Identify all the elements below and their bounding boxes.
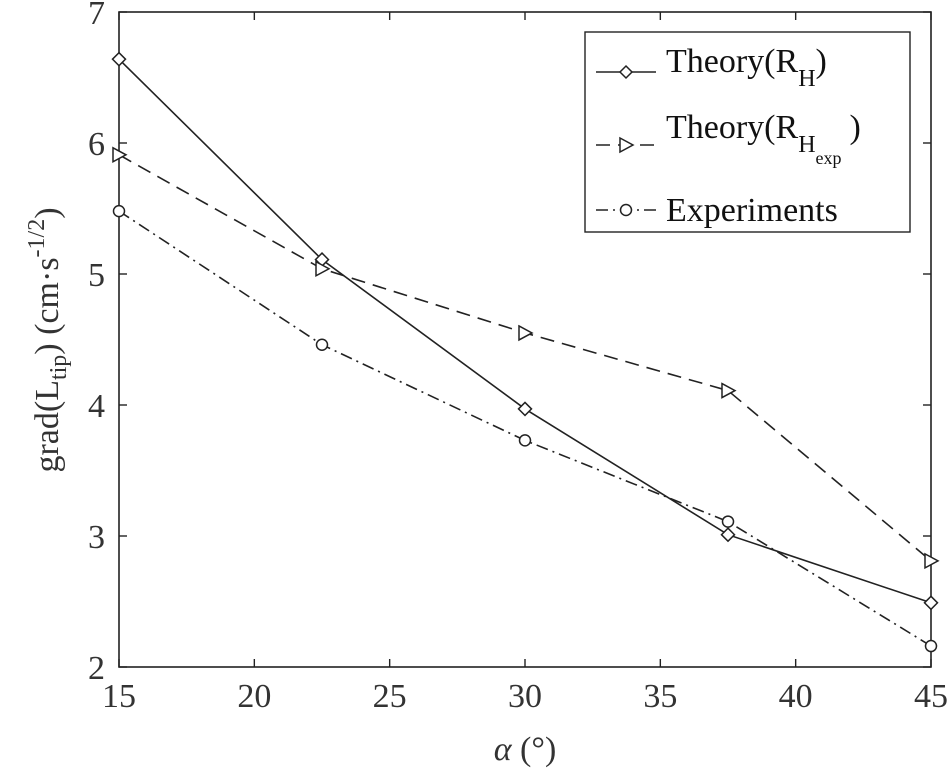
data-point (315, 260, 331, 278)
legend-label-close: ) (850, 109, 861, 146)
x-tick-label: 45 (914, 678, 948, 715)
x-axis-unit: (°) (512, 731, 557, 768)
series-diamond (111, 51, 939, 611)
x-tick-label: 15 (102, 678, 136, 715)
x-tick-label: 35 (643, 678, 677, 715)
x-axis-title: α (°) (494, 731, 557, 768)
data-point (518, 434, 532, 447)
legend: Theory(RH) Theory(RHexp) Experiments (584, 31, 911, 233)
data-point (518, 324, 534, 342)
y-tick-label: 2 (88, 650, 105, 687)
y-axis-unit-close: ) (29, 207, 66, 218)
data-point (315, 338, 329, 351)
y-tick-label: 4 (88, 388, 105, 425)
x-tick-label: 30 (508, 678, 542, 715)
data-point (923, 595, 939, 611)
data-point (112, 204, 126, 218)
series-circle (112, 204, 938, 653)
y-tick-label: 3 (88, 519, 105, 556)
triangle-right-marker-icon (619, 136, 635, 154)
y-axis-unit: (cm·s (29, 257, 66, 343)
legend-label-main: Experiments (666, 192, 838, 229)
data-point (721, 382, 737, 399)
y-tick-label: 7 (88, 0, 105, 32)
legend-entry-experiments: Experiments (596, 192, 838, 229)
data-point (720, 527, 736, 543)
svg-text:Theory(RH): Theory(RH) (666, 43, 827, 92)
data-point (721, 515, 735, 528)
diamond-marker-icon (618, 64, 634, 80)
data-point (517, 401, 533, 417)
series-line (118, 210, 932, 647)
circle-marker-icon (619, 203, 633, 217)
series-triangle-right (112, 146, 940, 570)
x-tick-label: 25 (373, 678, 407, 715)
y-axis-unit-sup: -1/2 (24, 219, 50, 258)
svg-text:Experiments: Experiments (666, 192, 838, 229)
data-point (924, 552, 940, 570)
legend-box (584, 31, 911, 233)
legend-label-main: Theory(R (666, 109, 799, 146)
x-tick-label: 20 (237, 678, 271, 715)
y-tick-label: 6 (88, 126, 105, 163)
series-layer (111, 51, 940, 653)
legend-entry-theory-rhexp: Theory(RHexp) (596, 109, 861, 168)
x-axis-symbol: α (494, 731, 513, 768)
y-axis-sub: tip (46, 355, 72, 380)
x-tick-label: 40 (779, 678, 813, 715)
svg-text:Theory(RHexp): Theory(RHexp) (666, 109, 861, 168)
y-axis-close: ) (29, 343, 66, 354)
y-axis-main: grad(L (29, 380, 66, 473)
legend-label-subsub: exp (816, 148, 842, 168)
legend-entry-theory-rh: Theory(RH) (596, 43, 827, 92)
data-point (112, 146, 128, 164)
data-point (924, 639, 938, 653)
legend-label-main: Theory(R (666, 43, 799, 80)
legend-label-close: ) (816, 43, 827, 80)
legend-label-sub: H (798, 66, 815, 92)
y-tick-label: 5 (88, 257, 105, 294)
legend-label-sub: H (798, 132, 815, 158)
data-point (111, 51, 127, 67)
y-axis-title: grad(Ltip) (cm·s-1/2) (24, 207, 72, 472)
